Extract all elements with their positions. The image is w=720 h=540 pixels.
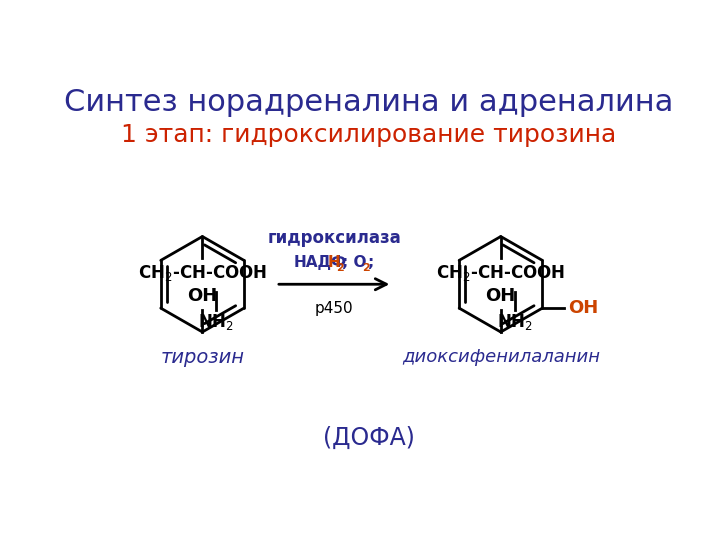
Text: ;: ; — [368, 255, 374, 271]
Text: 1 этап: гидроксилирование тирозина: 1 этап: гидроксилирование тирозина — [122, 123, 616, 146]
Text: НАДФ: НАДФ — [294, 255, 347, 271]
Text: NH$_2$: NH$_2$ — [199, 312, 234, 332]
Text: 2: 2 — [336, 264, 343, 273]
Text: CH$_2$-CH-COOH: CH$_2$-CH-COOH — [138, 264, 267, 284]
Text: 2: 2 — [362, 264, 370, 273]
Text: OH: OH — [485, 287, 516, 305]
Text: р450: р450 — [315, 301, 354, 316]
Text: ; О: ; О — [342, 255, 366, 271]
Text: CH$_2$-CH-COOH: CH$_2$-CH-COOH — [436, 264, 565, 284]
Text: Н: Н — [327, 255, 340, 271]
Text: OH: OH — [568, 299, 598, 317]
Text: (ДОФА): (ДОФА) — [323, 426, 415, 450]
Text: диоксифенилаланин: диоксифенилаланин — [402, 348, 600, 366]
Text: Синтез норадреналина и адреналина: Синтез норадреналина и адреналина — [64, 88, 674, 117]
Text: NH$_2$: NH$_2$ — [497, 312, 533, 332]
Text: гидроксилаза: гидроксилаза — [267, 230, 401, 247]
Text: тирозин: тирозин — [161, 348, 244, 367]
Text: OH: OH — [187, 287, 217, 305]
